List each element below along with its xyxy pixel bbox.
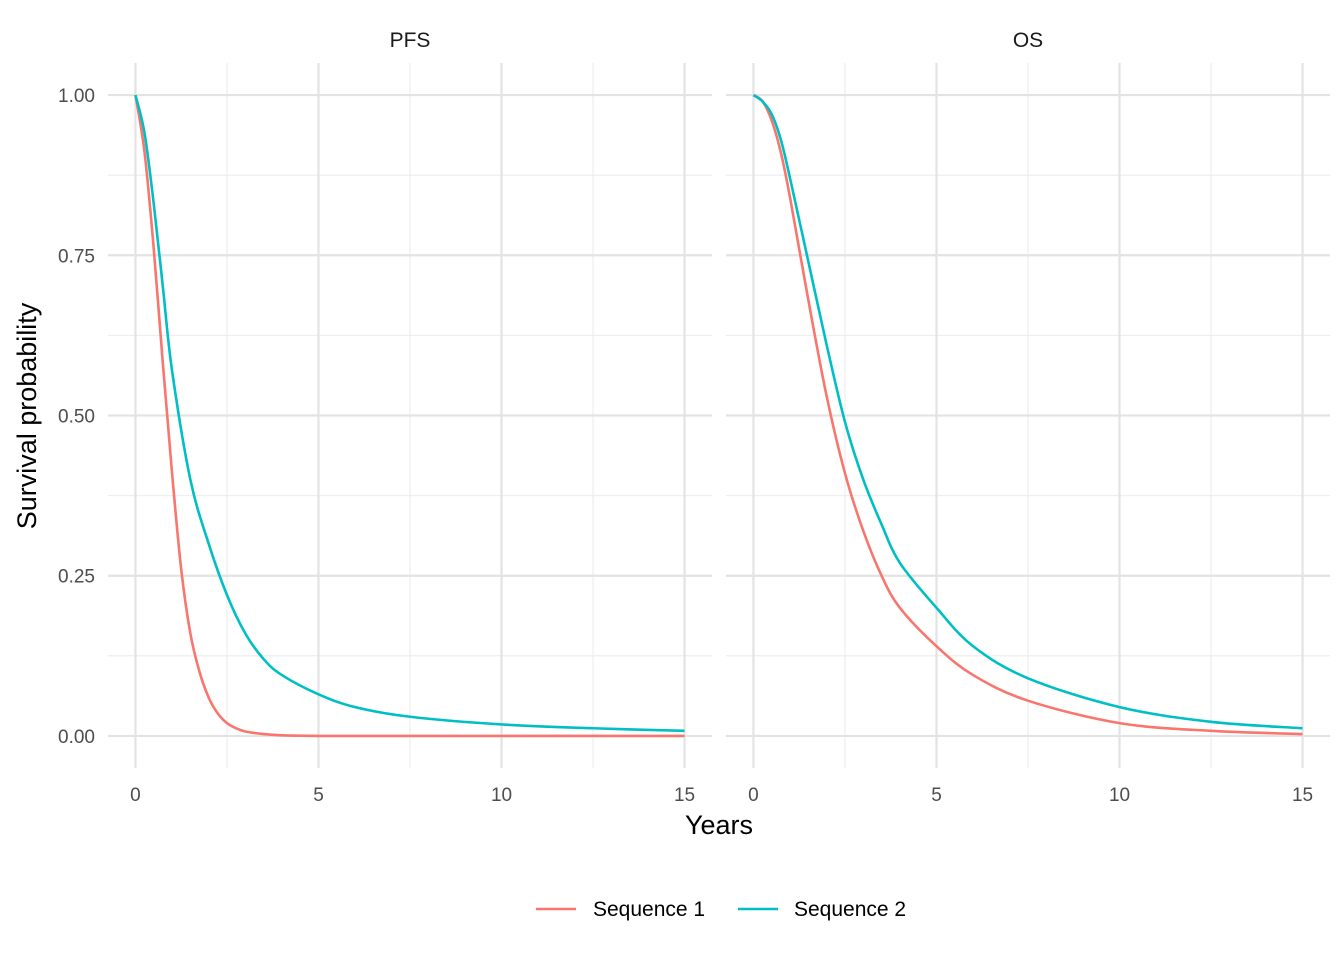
y-axis-title: Survival probability <box>12 302 42 529</box>
x-tick-label: 5 <box>313 785 324 806</box>
panel-title: PFS <box>390 29 431 52</box>
x-tick-label: 15 <box>674 785 695 806</box>
series-line-sequence-1 <box>134 94 685 738</box>
series-line-sequence-2 <box>752 93 1303 730</box>
series-line-sequence-1 <box>752 93 1303 736</box>
y-tick-label: 0.50 <box>58 407 95 428</box>
y-tick-label: 0.25 <box>58 567 95 588</box>
y-tick-label: 1.00 <box>58 86 95 107</box>
x-tick-label: 10 <box>491 785 512 806</box>
panel-title: OS <box>1013 29 1043 52</box>
legend-label: Sequence 2 <box>794 898 906 921</box>
x-axis-title: Years <box>685 810 753 840</box>
series-line-sequence-2 <box>134 94 685 733</box>
x-tick-label: 10 <box>1109 785 1130 806</box>
y-tick-label: 0.75 <box>58 246 95 267</box>
x-tick-label: 15 <box>1292 785 1313 806</box>
x-tick-label: 0 <box>748 785 759 806</box>
x-tick-label: 0 <box>130 785 141 806</box>
x-tick-label: 5 <box>931 785 942 806</box>
legend-label: Sequence 1 <box>593 898 705 921</box>
y-tick-label: 0.00 <box>58 727 95 748</box>
